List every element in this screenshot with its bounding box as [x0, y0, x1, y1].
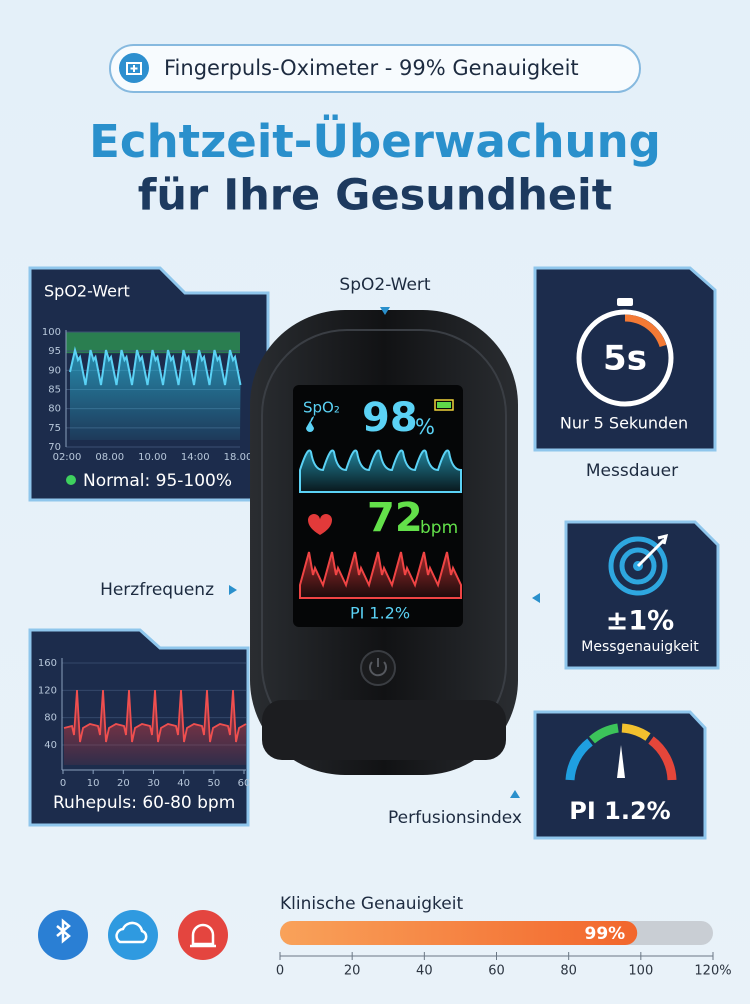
bar — [280, 921, 638, 945]
panel-caption: Ruhepuls: 60-80 bpm — [53, 793, 235, 813]
spo2-unit: % — [415, 415, 435, 439]
callout: Perfusionsindex — [388, 808, 522, 828]
badge — [109, 44, 641, 93]
pulse-plot: 160 120 80 40 0 10 20 30 40 50 60 — [38, 658, 250, 789]
spo2-wave-line — [69, 346, 242, 386]
gauge-needle — [617, 745, 625, 778]
heart-icon — [308, 514, 332, 535]
x-tick-label: 10.00 — [138, 452, 167, 463]
panel-title: SpO2-Wert — [44, 282, 130, 301]
x-tick-label: 60 — [488, 964, 505, 979]
ecg-wave-line — [63, 689, 247, 743]
card-value: ±1% — [606, 606, 674, 637]
y-tick-label: 75 — [48, 423, 61, 434]
x-tick-label: 40 — [416, 964, 433, 979]
gauge-arc — [565, 738, 593, 781]
alarm-glyph — [190, 923, 216, 948]
pointer — [510, 790, 520, 798]
y-tick-label: 95 — [48, 346, 61, 357]
y-tick-label: 80 — [44, 713, 57, 724]
y-tick-label: 85 — [48, 385, 61, 396]
callout: Herzfrequenz — [100, 580, 214, 600]
stopwatch-arc — [624, 314, 667, 348]
battery-icon — [434, 399, 454, 411]
card-value: PI 1.2% — [569, 797, 670, 825]
target-icon — [619, 547, 657, 585]
ecg-wave — [64, 690, 246, 765]
pulse-reading: 72 — [367, 495, 423, 541]
pulse-wave — [299, 551, 462, 599]
screen-pi: PI 1.2% — [350, 604, 410, 623]
card-caption: Messgenauigkeit — [581, 639, 699, 655]
x-tick-label: 40 — [177, 778, 190, 789]
battery-level — [437, 402, 451, 408]
target-arrow — [636, 533, 669, 568]
power-button — [360, 650, 396, 686]
pointer — [380, 307, 390, 315]
x-tick-label: 10 — [87, 778, 100, 789]
x-tick-label: 80 — [560, 964, 577, 979]
x-tick-label: 20 — [117, 778, 130, 789]
y-tick-label: 90 — [48, 365, 61, 376]
card-value: 5s — [603, 339, 647, 379]
pleth-wave — [299, 449, 462, 493]
legend-text: Normal: 95-100% — [83, 471, 232, 491]
stopwatch — [576, 309, 674, 407]
accuracy-chart: 0 20 40 60 80 100 120% 99% — [276, 921, 732, 979]
timer-card — [533, 266, 717, 452]
stopwatch-crown — [617, 298, 633, 306]
alarm-icon — [178, 910, 228, 960]
x-tick-label: 08.00 — [95, 452, 124, 463]
x-tick-label: 60 — [238, 778, 251, 789]
screen-label: SpO₂ — [303, 399, 340, 417]
gauge-arc — [589, 723, 619, 744]
x-tick-label: 30 — [147, 778, 160, 789]
chart-title: Klinische Genauigkeit — [280, 894, 463, 914]
y-tick-label: 120 — [38, 685, 57, 696]
cloud-glyph — [115, 921, 148, 944]
pointer — [229, 585, 237, 595]
spo2-wave — [70, 350, 241, 440]
device-clip — [262, 700, 506, 760]
gauge-arc — [648, 736, 677, 781]
pulse-unit: bpm — [420, 518, 458, 538]
headline: Echtzeit-Überwachung — [89, 115, 661, 168]
y-tick-label: 160 — [38, 658, 57, 669]
y-tick-label: 70 — [48, 442, 61, 453]
y-tick-label: 40 — [44, 740, 57, 751]
pointer — [532, 593, 540, 603]
y-tick-label: 100 — [42, 327, 61, 338]
x-tick-label: 100 — [628, 964, 653, 979]
drop-icon — [306, 416, 314, 432]
x-tick-label: 120% — [694, 964, 731, 979]
callout: SpO2-Wert — [339, 275, 430, 295]
x-tick-label: 02:00 — [53, 452, 82, 463]
target-icon — [608, 536, 668, 596]
x-tick-label: 0 — [60, 778, 66, 789]
x-tick-label: 18.00 — [224, 452, 253, 463]
legend-dot — [66, 475, 76, 485]
callout: Messdauer — [586, 461, 678, 481]
x-tick-label: 50 — [207, 778, 220, 789]
spo2-reading: 98 — [362, 395, 418, 441]
value-label: 99% — [585, 924, 626, 944]
headline: für Ihre Gesundheit — [138, 171, 613, 221]
normal-band — [66, 332, 240, 354]
cloud-icon — [108, 910, 158, 960]
x-tick-label: 20 — [344, 964, 361, 979]
x-tick-label: 0 — [276, 964, 284, 979]
card-caption: Nur 5 Sekunden — [560, 414, 688, 433]
badge-icon-glyph — [126, 62, 142, 75]
y-tick-label: 80 — [48, 404, 61, 415]
gauge-arc — [621, 723, 651, 741]
bluetooth-glyph — [56, 918, 71, 944]
x-tick-label: 14:00 — [181, 452, 210, 463]
power-glyph — [369, 658, 387, 677]
badge-text: Fingerpuls-Oximeter - 99% Genauigkeit — [164, 56, 579, 80]
